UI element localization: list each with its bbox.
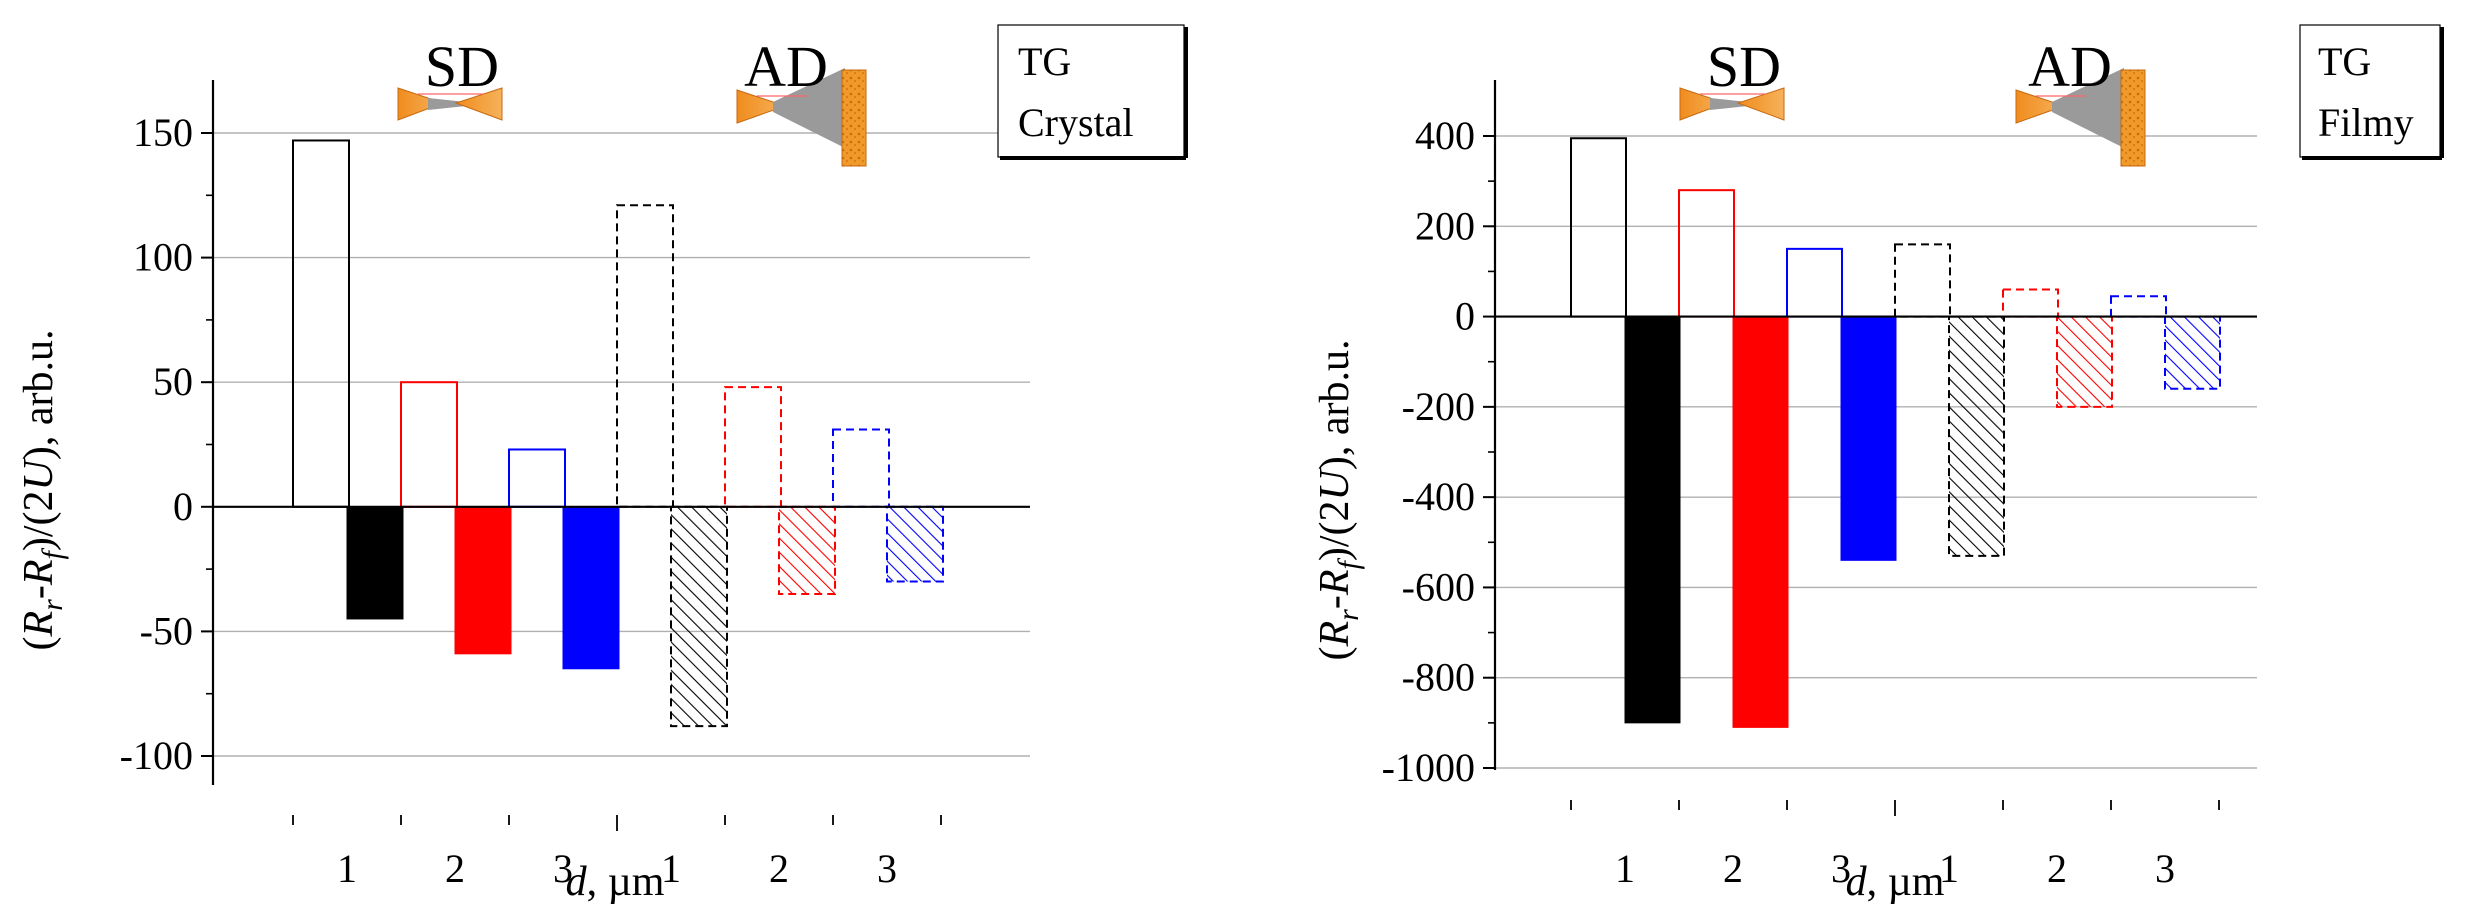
ylabel-var-u: U	[16, 457, 62, 490]
legend-line-1: TG	[1018, 39, 1071, 84]
ylabel-var-r2: R	[1312, 569, 1358, 596]
chart-right: -1000 -800 -600 -400 -200 0 200 400 1 2 3 1 2 3 SD A…	[1312, 24, 2444, 905]
y-ticks-left: -100 -50 0 50 100 150	[120, 110, 213, 778]
y-tick-label: 0	[173, 484, 193, 529]
x-axis-title: d, µm	[1846, 859, 1945, 905]
ylabel-sub-r: r	[1332, 609, 1365, 621]
bar	[778, 505, 836, 596]
y-tick-label: -600	[1402, 564, 1475, 609]
ad-probe-illustration	[2015, 68, 2146, 167]
y-ticks-right: -1000 -800 -600 -400 -200 0 200 400	[1382, 113, 1495, 790]
bar	[1678, 189, 1735, 318]
legend-box: TG Filmy	[2299, 24, 2444, 160]
sd-probe-illustration	[397, 87, 503, 121]
ylabel-open: (	[16, 636, 62, 650]
x-tick-label: 3	[553, 846, 573, 891]
bar	[1948, 315, 2005, 557]
y-axis-title: (Rr-Rf)/(2U), arb.u.	[16, 330, 69, 651]
legend-line-2: Filmy	[2318, 100, 2414, 145]
ylabel-sub-r: r	[36, 599, 69, 611]
x-tick-label: 1	[1615, 846, 1635, 891]
legend-box: TG Crystal	[997, 24, 1188, 160]
bar	[292, 139, 350, 508]
bar	[400, 381, 458, 508]
y-tick-label: 150	[133, 110, 193, 155]
bar	[670, 505, 728, 728]
bar	[1786, 247, 1843, 318]
sd-probe-illustration	[1679, 87, 1785, 121]
xlabel-unit: , µm	[587, 859, 665, 905]
group-label-sd: SD	[425, 34, 499, 99]
x-tick-label: 3	[1831, 846, 1851, 891]
legend-line-2: Crystal	[1018, 100, 1134, 145]
group-label-ad: AD	[744, 34, 828, 99]
x-ticks-right: 1 2 3 1 2 3	[1570, 800, 2220, 891]
y-tick-label: 200	[1415, 203, 1475, 248]
bar	[2164, 315, 2221, 390]
legend-line-1: TG	[2318, 39, 2371, 84]
bar	[616, 204, 674, 508]
bar	[886, 505, 944, 583]
bar	[346, 506, 404, 620]
bar	[1570, 137, 1627, 318]
x-tick-label: 3	[2155, 846, 2175, 891]
x-tick-label: 3	[877, 846, 897, 891]
y-tick-label: -50	[140, 608, 193, 653]
x-tick-label: 2	[1723, 846, 1743, 891]
bar	[454, 506, 512, 655]
ylabel-mid: )/(2	[16, 490, 62, 551]
y-tick-label: 100	[133, 235, 193, 280]
xlabel-var: d	[566, 859, 588, 905]
y-axis-title: (Rr-Rf)/(2U), arb.u.	[1312, 340, 1365, 661]
xlabel-unit: , µm	[1867, 859, 1945, 905]
bar	[1840, 316, 1897, 561]
y-tick-label: -1000	[1382, 745, 1475, 790]
y-tick-label: 50	[153, 359, 193, 404]
ylabel-minus: -	[1312, 595, 1358, 609]
ylabel-open: (	[1312, 646, 1358, 660]
ylabel-var-u: U	[1312, 467, 1358, 500]
group-label-sd: SD	[1707, 34, 1781, 99]
bar	[1624, 316, 1681, 724]
bars-right	[1570, 137, 2221, 728]
x-tick-label: 1	[1939, 846, 1959, 891]
ylabel-var-r1: R	[1312, 621, 1358, 648]
group-label-ad: AD	[2028, 34, 2112, 99]
bar	[2002, 288, 2059, 318]
bar	[562, 506, 620, 670]
y-tick-label: -800	[1402, 655, 1475, 700]
bars-left	[292, 139, 944, 728]
y-tick-label: -200	[1402, 384, 1475, 429]
ylabel-close: ), arb.u.	[1312, 340, 1358, 471]
y-tick-label: -400	[1402, 474, 1475, 519]
bar	[1732, 316, 1789, 728]
x-tick-label: 2	[2047, 846, 2067, 891]
bar	[2110, 295, 2167, 318]
x-ticks-left: 1 2 3 1 2 3	[292, 815, 942, 891]
xlabel-var: d	[1846, 859, 1868, 905]
bar	[508, 448, 566, 508]
ylabel-minus: -	[16, 585, 62, 599]
x-tick-label: 1	[661, 846, 681, 891]
ylabel-var-r1: R	[16, 611, 62, 638]
ylabel-var-r2: R	[16, 559, 62, 586]
x-axis-title: d, µm	[566, 859, 665, 905]
grid-left	[213, 132, 1030, 757]
bar	[1894, 243, 1951, 318]
x-tick-label: 2	[769, 846, 789, 891]
y-tick-label: 0	[1455, 294, 1475, 339]
y-tick-label: -100	[120, 733, 193, 778]
bar	[724, 386, 782, 508]
ad-probe-illustration	[736, 68, 867, 167]
x-tick-label: 2	[445, 846, 465, 891]
bar	[2056, 315, 2113, 408]
x-tick-label: 1	[337, 846, 357, 891]
y-tick-label: 400	[1415, 113, 1475, 158]
bar	[832, 428, 890, 508]
ylabel-mid: )/(2	[1312, 500, 1358, 561]
chart-left: -100 -50 0 50 100 150 1 2 3 1 2 3 SD AD TG Crystal…	[16, 24, 1188, 905]
ylabel-close: ), arb.u.	[16, 330, 62, 461]
